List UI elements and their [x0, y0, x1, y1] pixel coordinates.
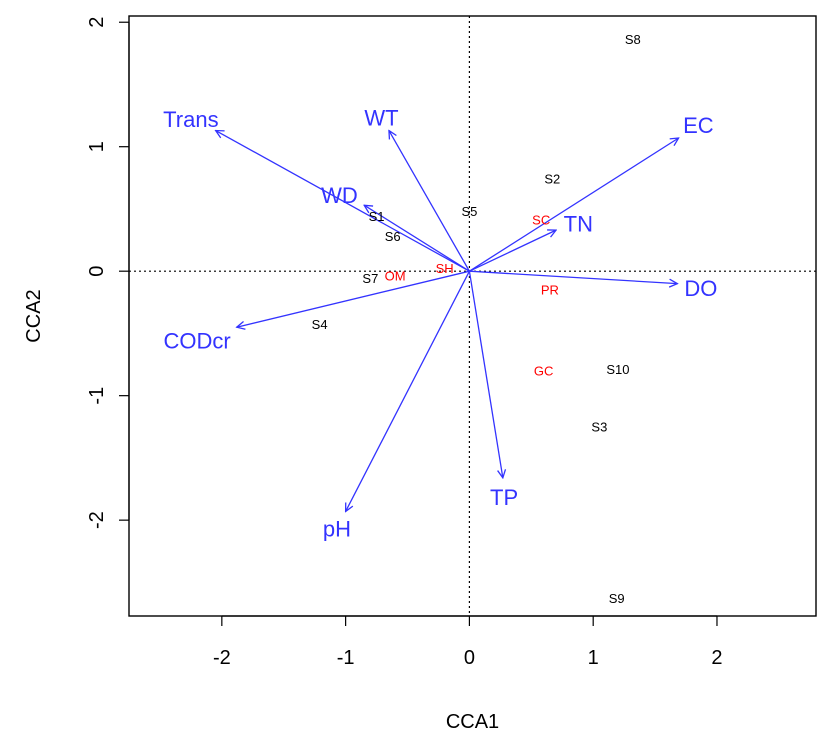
site-label-s6: S6 [385, 229, 401, 244]
site-label-s8: S8 [625, 32, 641, 47]
arrow-wd [364, 205, 470, 272]
x-tick-label: 1 [588, 647, 599, 669]
arrow-codcr [237, 270, 470, 327]
arrow-label-tn: TN [564, 211, 593, 236]
arrow-tn [469, 230, 556, 272]
arrow-tp [468, 271, 502, 478]
group-labels: SC OM SH PR GC [385, 213, 559, 379]
x-axis: -2 -1 0 1 2 [213, 615, 723, 669]
y-tick-label: -2 [86, 511, 108, 529]
site-label-s4: S4 [312, 317, 328, 332]
x-tick-label: -1 [337, 647, 355, 669]
x-tick-label: -2 [213, 647, 231, 669]
arrow-label-ph: pH [323, 516, 351, 541]
group-label-gc: GC [534, 363, 554, 378]
reference-lines [129, 16, 816, 616]
arrow-label-tp: TP [490, 485, 518, 510]
arrow-do [469, 270, 677, 283]
site-label-s7: S7 [362, 271, 378, 286]
environment-arrows: Trans WT EC WD TN DO CODcr pH TP [163, 106, 717, 542]
group-label-pr: PR [541, 282, 559, 297]
arrow-label-wt: WT [364, 106, 398, 131]
arrow-label-do: DO [684, 276, 717, 301]
y-axis-title: CCA2 [23, 289, 45, 342]
arrow-ph [346, 270, 470, 511]
y-axis: -2 -1 0 1 2 [86, 17, 130, 529]
arrow-label-ec: EC [683, 113, 714, 138]
y-tick-label: 1 [86, 141, 108, 152]
site-label-s3: S3 [591, 419, 607, 434]
y-tick-label: -1 [86, 387, 108, 405]
site-label-s5: S5 [461, 204, 477, 219]
x-tick-label: 0 [464, 647, 475, 669]
group-label-sc: SC [532, 213, 550, 228]
site-label-s2: S2 [544, 172, 560, 187]
group-label-sh: SH [436, 261, 454, 276]
site-label-s9: S9 [609, 591, 625, 606]
arrow-label-codcr: CODcr [163, 328, 230, 353]
y-tick-label: 2 [86, 17, 108, 28]
site-label-s10: S10 [606, 362, 629, 377]
y-tick-label: 0 [86, 266, 108, 277]
plot-frame [128, 15, 817, 617]
x-axis-title: CCA1 [446, 711, 499, 733]
group-label-om: OM [385, 269, 406, 284]
x-tick-label: 2 [711, 647, 722, 669]
site-label-s1: S1 [369, 209, 385, 224]
arrow-wt [389, 131, 470, 272]
arrow-trans [216, 131, 470, 272]
arrow-label-trans: Trans [163, 107, 218, 132]
arrow-label-wd: WD [321, 183, 358, 208]
arrow-ec [469, 138, 678, 272]
